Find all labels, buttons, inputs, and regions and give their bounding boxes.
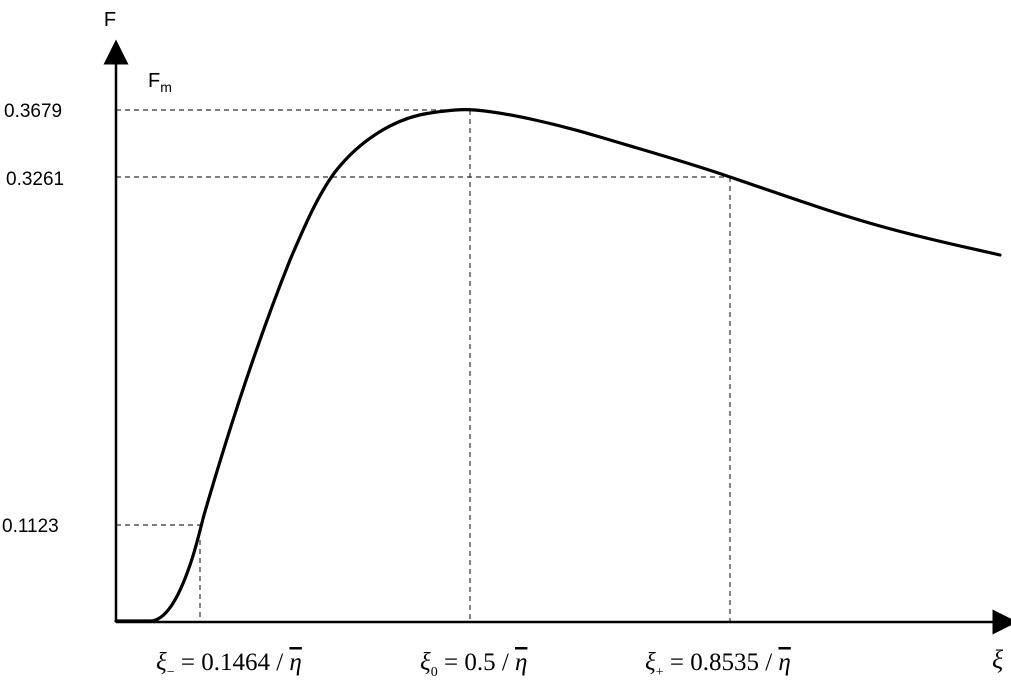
reference-lines <box>116 109 731 622</box>
curve-F <box>114 108 1002 623</box>
svg-text:ξ+ = 0.8535 / η: ξ+ = 0.8535 / η <box>645 649 791 680</box>
svg-text:ξ− = 0.1464 / η: ξ− = 0.1464 / η <box>156 649 302 680</box>
y-tick-label-peak: 0.3679 <box>4 101 62 122</box>
x-tick-label-zero: ξ0 = 0.5 / η <box>420 649 527 680</box>
x-axis-label: ξ <box>992 645 1004 674</box>
x-tick-label-minus: ξ− = 0.1464 / η <box>156 649 302 680</box>
y-tick-label-plus: 0.3261 <box>6 169 64 190</box>
svg-text:ξ0 = 0.5 / η: ξ0 = 0.5 / η <box>420 649 527 680</box>
y-axis-label: F <box>104 9 116 31</box>
y-tick-label-minus: 0.1123 <box>2 516 59 537</box>
fm-annotation: Fm <box>148 70 172 95</box>
x-tick-label-plus: ξ+ = 0.8535 / η <box>645 649 791 680</box>
